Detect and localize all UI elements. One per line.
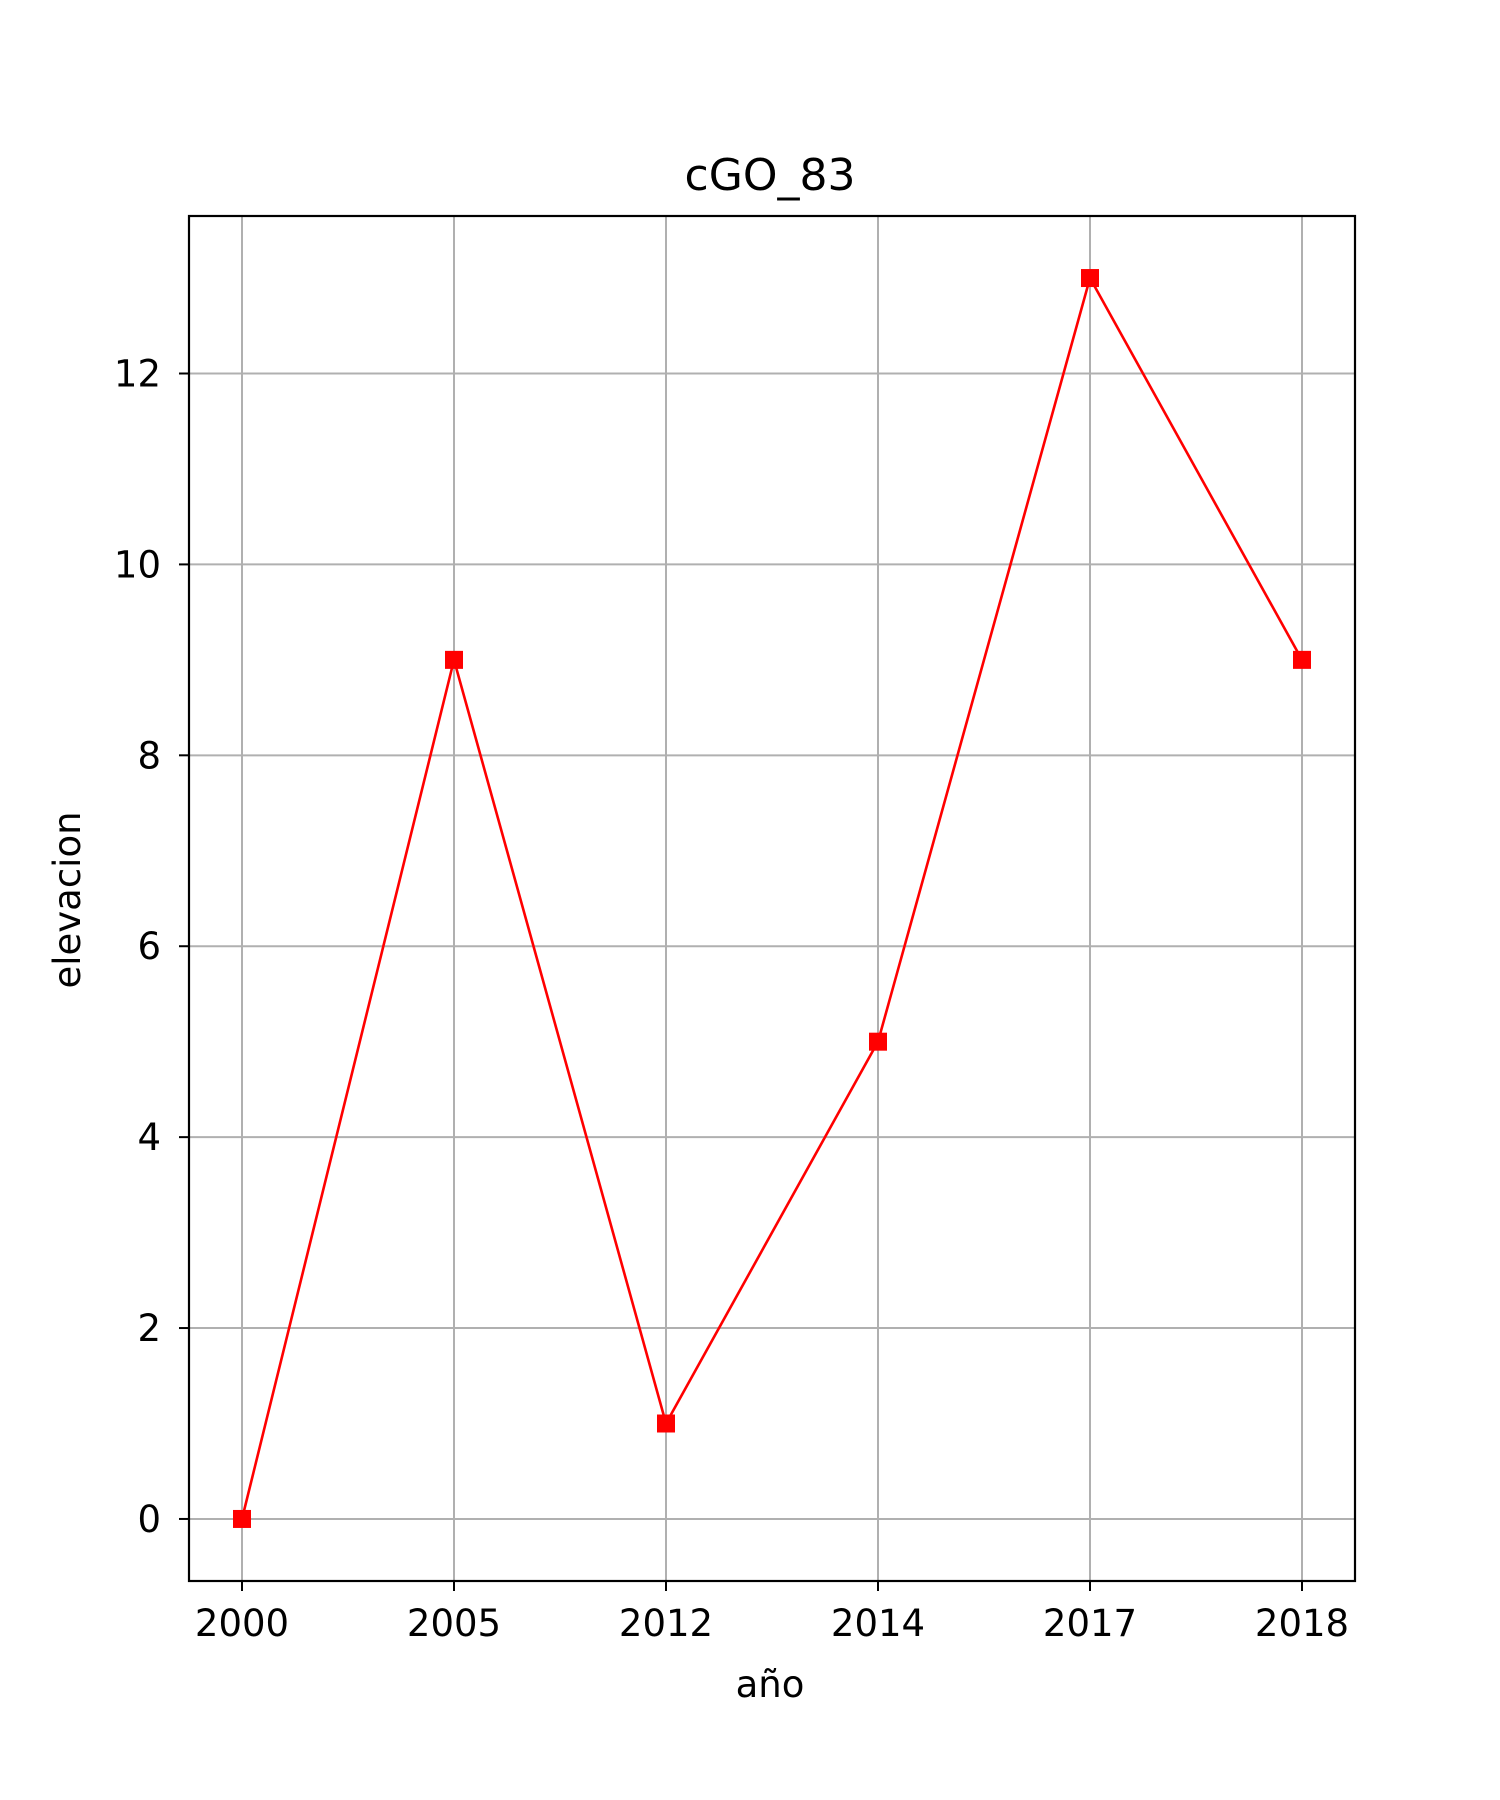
series-line-path <box>240 274 1304 1520</box>
series-markers <box>233 269 1311 1528</box>
series-line <box>240 274 1304 1520</box>
x-tick-label: 2000 <box>195 1602 289 1645</box>
data-point-marker <box>1081 269 1099 288</box>
x-tick-label: 2018 <box>1255 1602 1349 1645</box>
data-point-marker <box>1293 650 1311 669</box>
plot-area-frame <box>187 214 1357 1583</box>
y-tick-label: 8 <box>137 734 161 777</box>
x-tick-label: 2014 <box>831 1602 925 1645</box>
x-axis-label: año <box>736 1663 805 1706</box>
axis-ticks: 2000 2005 2012 2014 2017 2018 0 2 4 6 8 10 12 <box>114 353 1349 1646</box>
y-tick-label: 4 <box>137 1116 161 1159</box>
y-tick-label: 2 <box>137 1307 161 1350</box>
grid <box>189 216 1355 1581</box>
y-tick-label: 0 <box>137 1498 161 1541</box>
x-tick-label: 2005 <box>407 1602 501 1645</box>
data-point-marker <box>657 1414 675 1433</box>
y-tick-label: 10 <box>114 543 161 586</box>
x-tick-label: 2017 <box>1043 1602 1137 1645</box>
y-axis-label: elevacion <box>46 811 89 988</box>
y-tick-label: 12 <box>114 353 161 396</box>
y-tick-label: 6 <box>137 925 161 968</box>
data-point-marker <box>445 650 463 669</box>
data-point-marker <box>233 1509 251 1528</box>
data-point-marker <box>869 1032 887 1051</box>
x-tick-label: 2012 <box>619 1602 713 1645</box>
chart-title: cGO_83 <box>685 150 856 201</box>
